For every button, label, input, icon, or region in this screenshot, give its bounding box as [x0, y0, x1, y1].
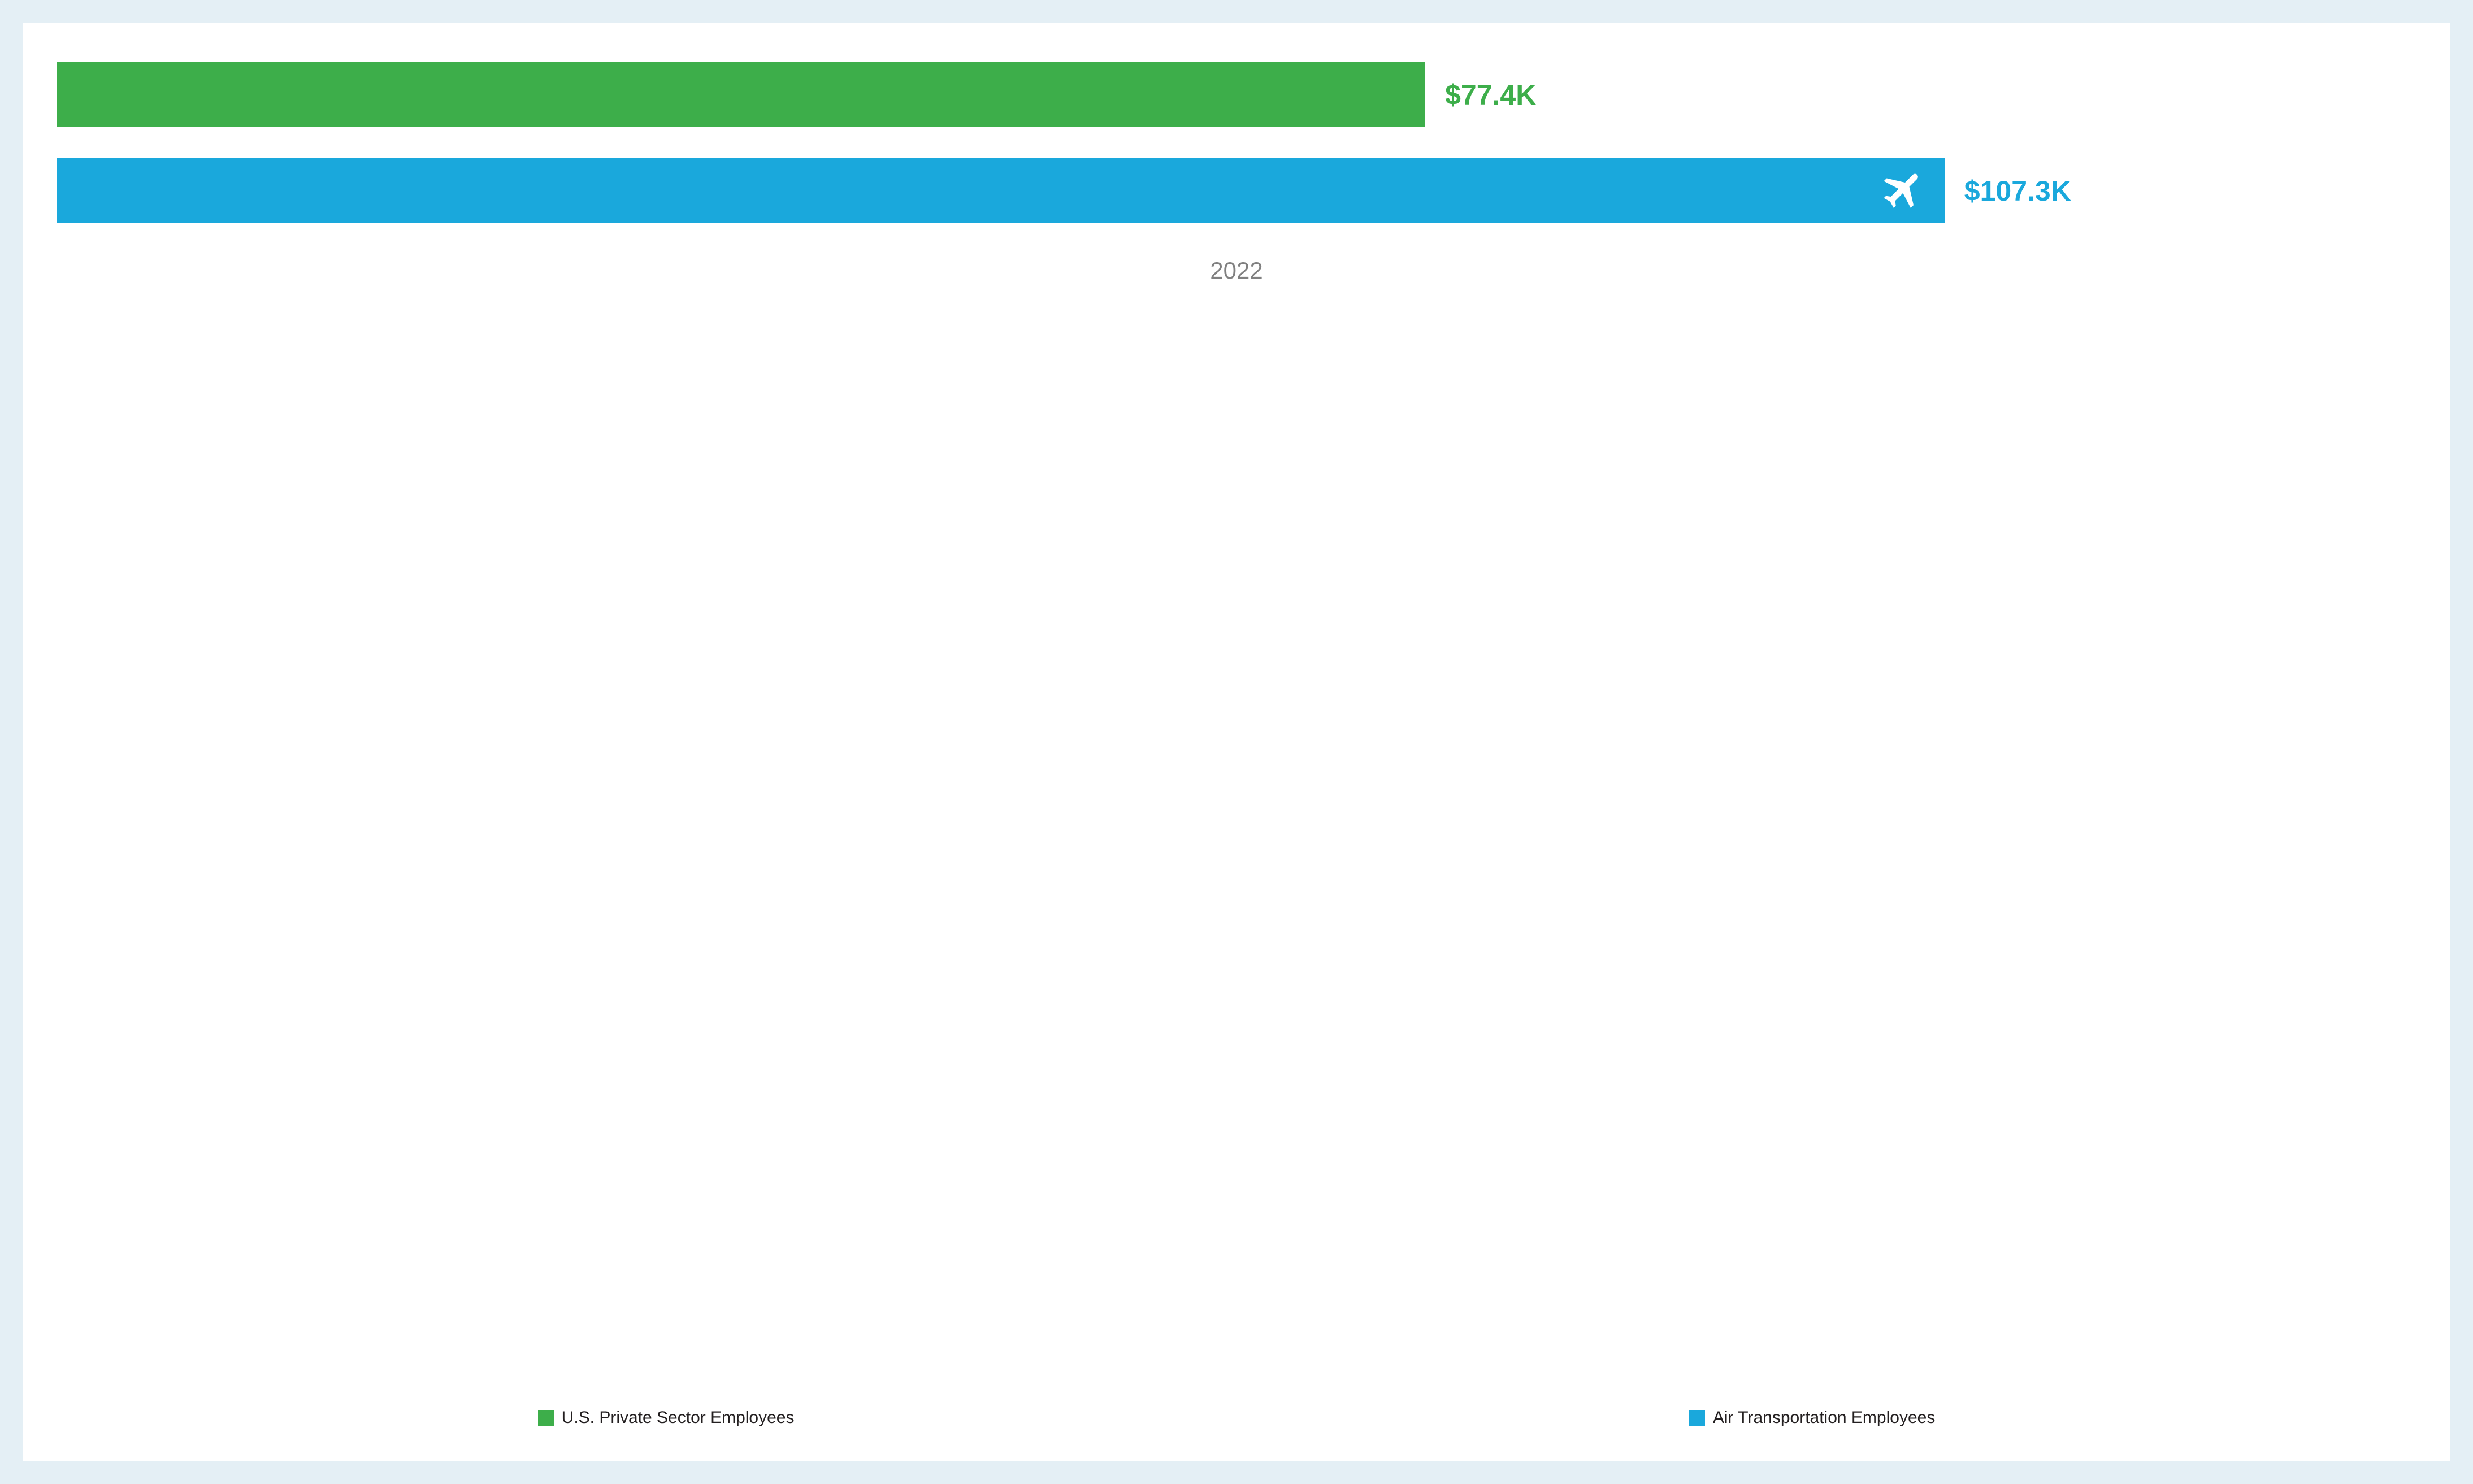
- bar-row-air-transport: $107.3K: [57, 158, 2416, 223]
- year-label: 2022: [57, 257, 2416, 284]
- bar-air-transport: [57, 158, 1945, 223]
- chart-card: $77.4K $107.3K 2022 U.S. Private Sector …: [23, 23, 2450, 1461]
- bars-area: $77.4K $107.3K: [57, 62, 2416, 254]
- bar-row-private-sector: $77.4K: [57, 62, 2416, 127]
- legend-swatch-private-sector: [538, 1410, 554, 1426]
- legend: U.S. Private Sector Employees Air Transp…: [57, 1408, 2416, 1427]
- legend-item-air-transport: Air Transportation Employees: [1689, 1408, 1936, 1427]
- airplane-icon: [1880, 166, 1928, 216]
- legend-label-private-sector: U.S. Private Sector Employees: [562, 1408, 795, 1427]
- legend-label-air-transport: Air Transportation Employees: [1713, 1408, 1936, 1427]
- legend-item-private-sector: U.S. Private Sector Employees: [538, 1408, 795, 1427]
- legend-swatch-air-transport: [1689, 1410, 1705, 1426]
- bar-private-sector: [57, 62, 1425, 127]
- value-label-private-sector: $77.4K: [1445, 79, 1536, 111]
- value-label-air-transport: $107.3K: [1964, 175, 2071, 207]
